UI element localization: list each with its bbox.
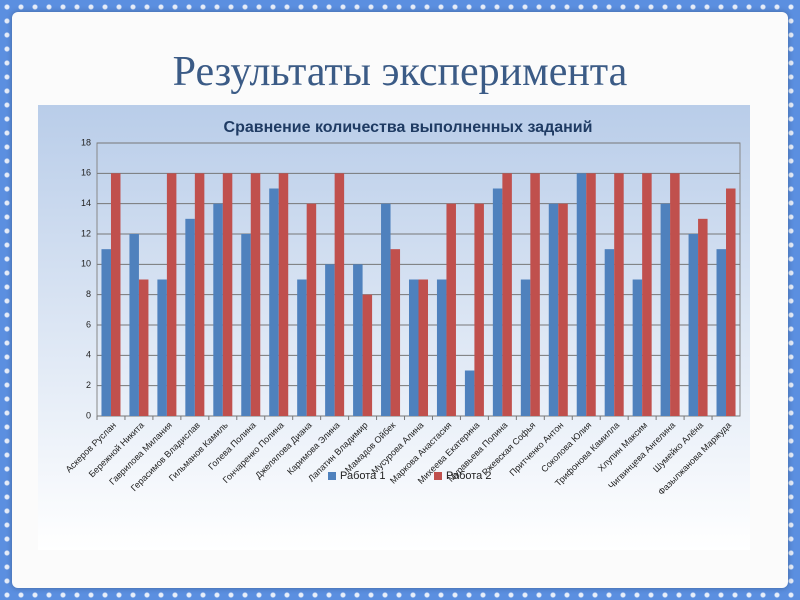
y-tick-label: 10	[81, 259, 91, 269]
bar	[698, 218, 708, 416]
bar	[110, 173, 121, 416]
bar	[576, 173, 587, 416]
bar	[688, 234, 699, 416]
bar	[408, 279, 419, 416]
bar	[325, 264, 335, 416]
y-tick-label: 8	[86, 289, 91, 299]
bar	[222, 173, 233, 416]
bar	[604, 249, 615, 416]
y-tick-label: 0	[86, 410, 91, 420]
bar	[436, 279, 447, 416]
bar	[390, 249, 401, 416]
bar	[334, 173, 345, 416]
bar	[381, 203, 391, 416]
y-tick-label: 14	[81, 198, 91, 208]
bar	[297, 279, 307, 416]
y-tick-label: 16	[81, 168, 91, 178]
bar	[241, 234, 251, 416]
bar	[278, 173, 289, 416]
bar	[520, 279, 531, 416]
bar	[129, 234, 139, 416]
bar	[474, 203, 484, 416]
bar	[166, 173, 177, 416]
bar	[250, 173, 261, 416]
bar	[446, 203, 456, 416]
y-tick-label: 18	[81, 137, 91, 147]
bar	[726, 188, 736, 416]
bar	[558, 203, 568, 416]
bar	[548, 203, 559, 416]
legend-label: Работа 2	[446, 470, 491, 482]
y-tick-label: 12	[81, 228, 91, 238]
bar	[157, 279, 167, 416]
bar	[213, 203, 223, 416]
legend-label: Работа 1	[340, 470, 385, 482]
bar	[185, 218, 195, 416]
bar	[632, 279, 643, 416]
y-tick-label: 6	[86, 319, 91, 329]
legend-swatch	[328, 472, 336, 480]
bar	[670, 173, 680, 416]
bar	[306, 203, 317, 416]
bar	[716, 249, 727, 416]
bar	[586, 173, 596, 416]
chart-title: Сравнение количества выполненных заданий	[224, 119, 593, 136]
bar	[642, 173, 652, 416]
bar	[362, 294, 373, 416]
bar	[194, 173, 205, 416]
bar	[269, 188, 279, 416]
legend-swatch	[434, 472, 442, 480]
slide-title: Результаты эксперимента	[172, 49, 628, 95]
bar	[502, 173, 512, 416]
bar	[492, 188, 503, 416]
bar	[138, 279, 149, 416]
bar	[614, 173, 624, 416]
y-tick-label: 2	[86, 380, 91, 390]
bar	[101, 249, 111, 416]
y-tick-label: 4	[86, 350, 91, 360]
bar	[353, 264, 363, 416]
bar	[464, 370, 475, 416]
bar	[660, 203, 671, 416]
bar	[418, 279, 429, 416]
bar	[530, 173, 540, 416]
